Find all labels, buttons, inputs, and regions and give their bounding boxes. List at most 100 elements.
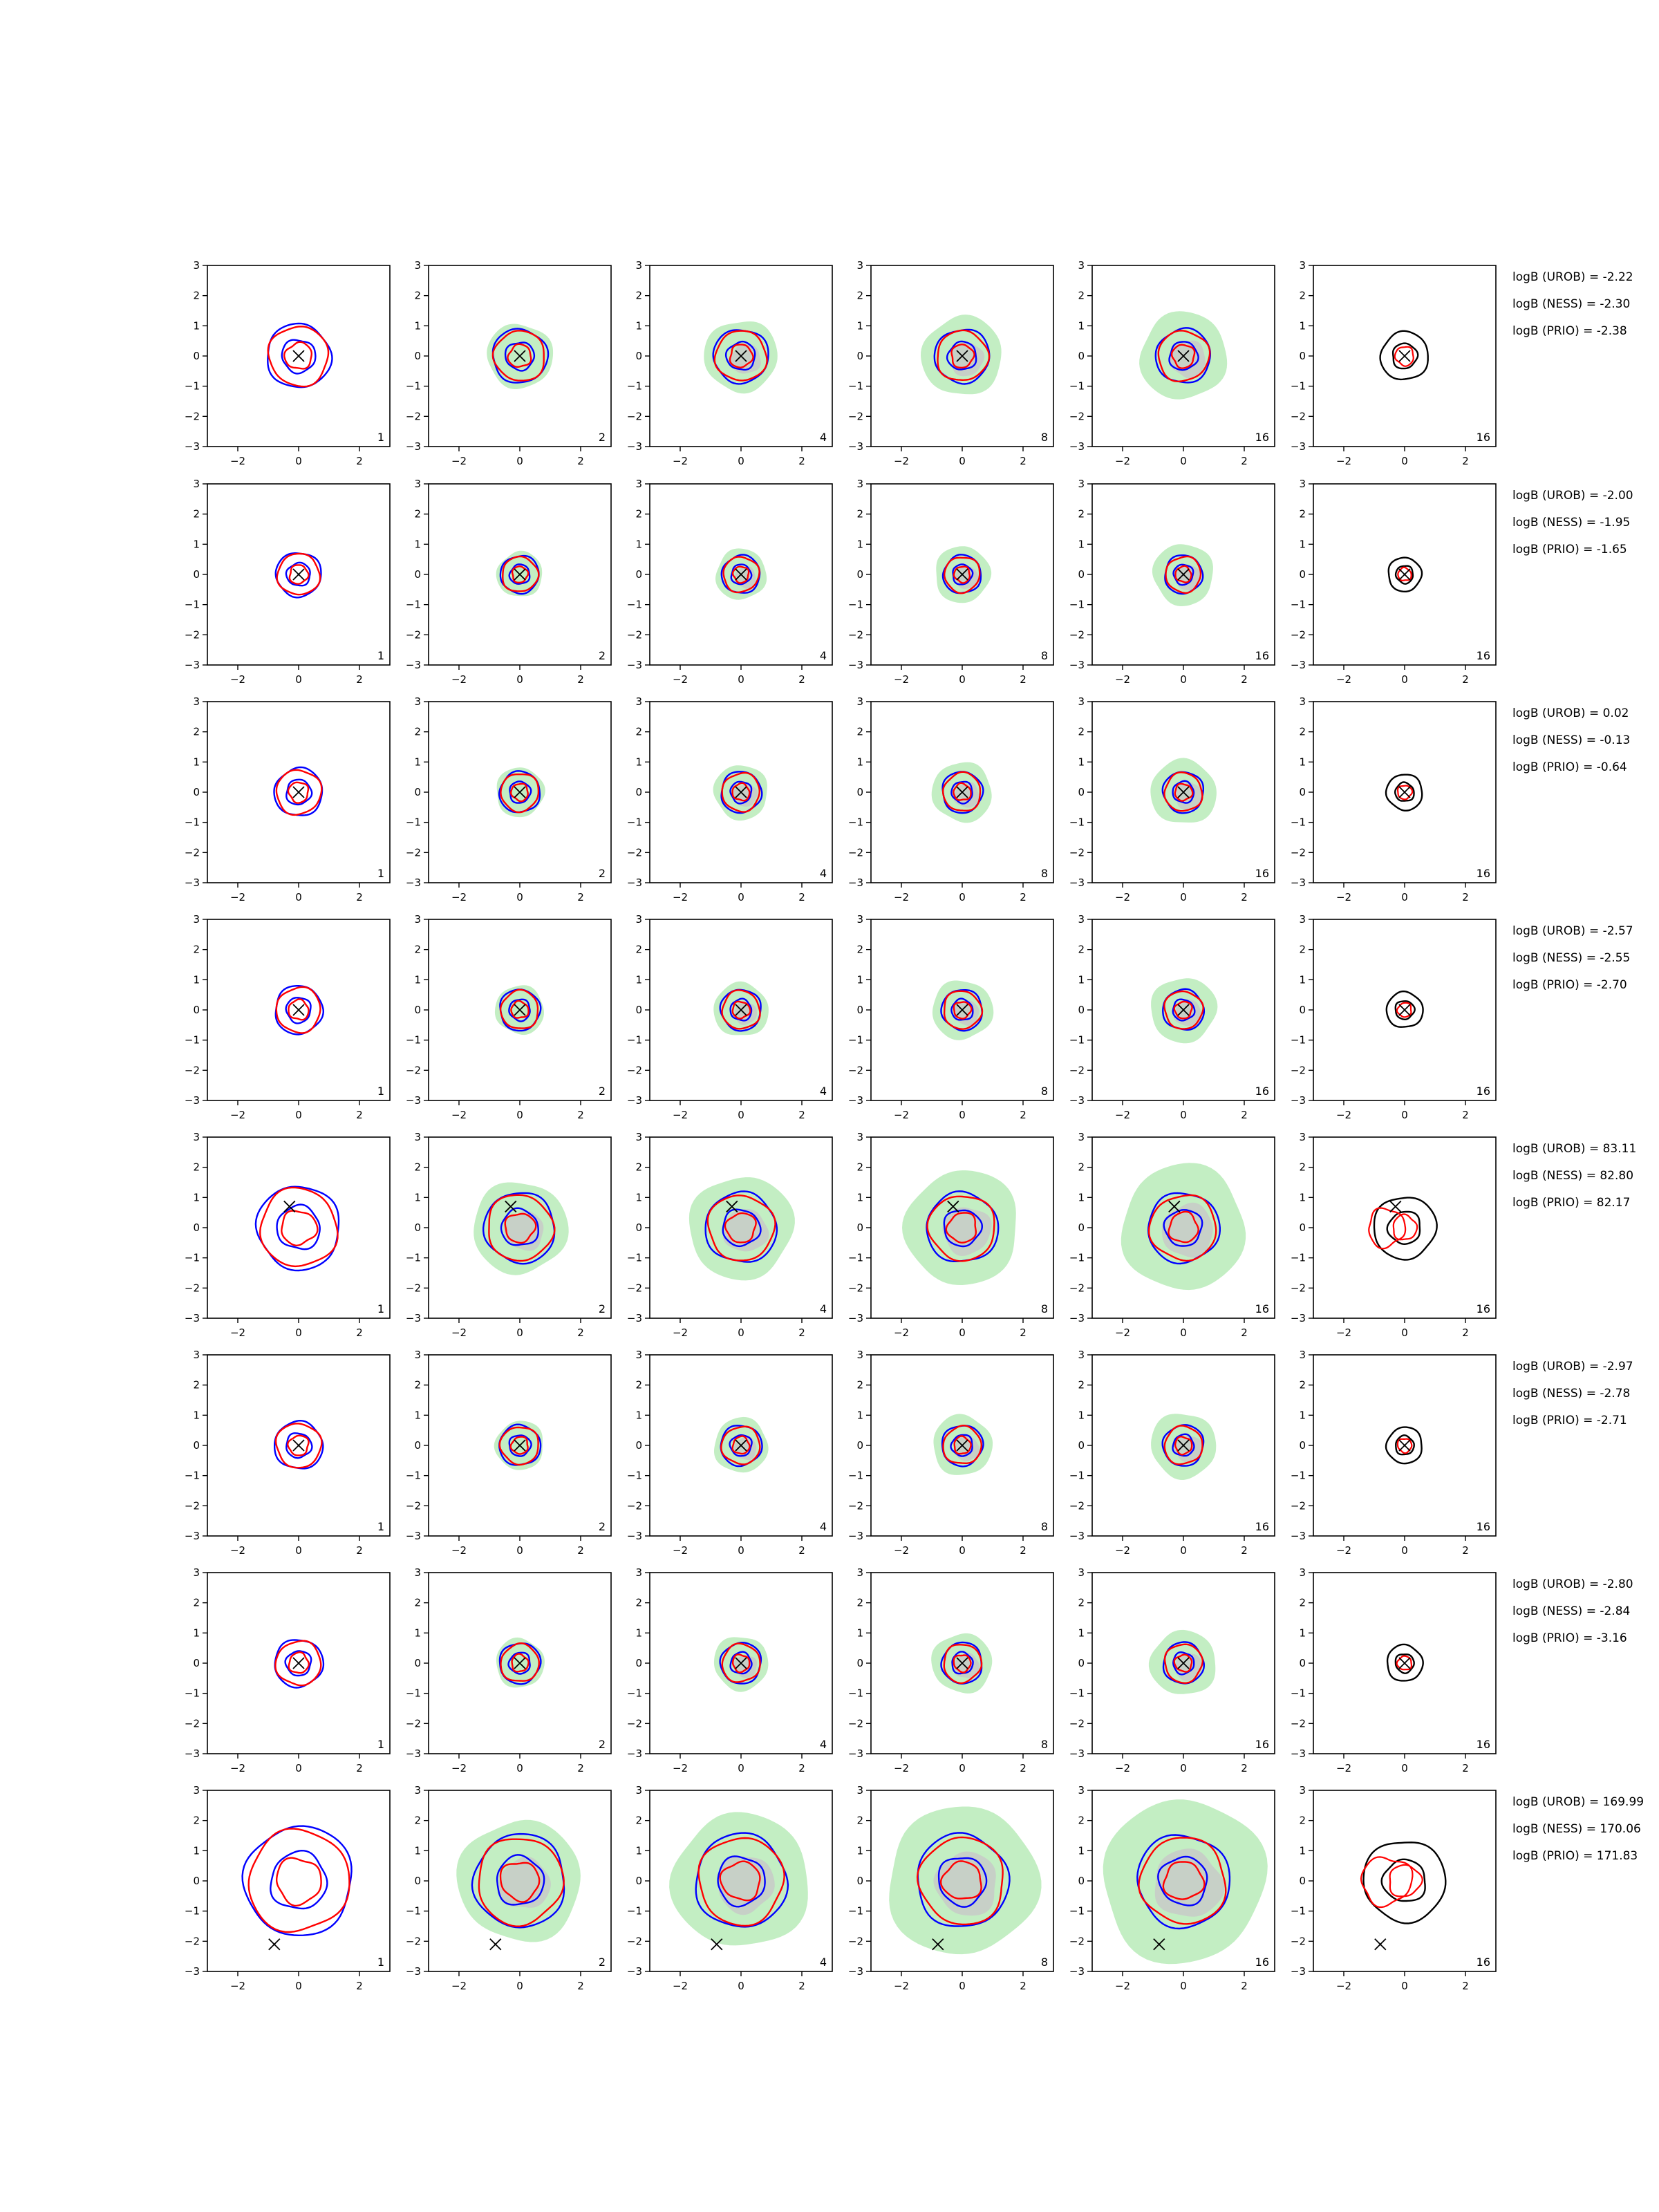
panel-r2-c3: −2 0 2 3 2 1 0 −1 −2 −3 4: [627, 478, 833, 686]
contour-black-outer: [1387, 556, 1423, 592]
panel-r8-c3: −2 0 2 3 2 1 0 −1 −2 −3 4: [627, 1784, 833, 1992]
y-tick-label: 3: [414, 1131, 421, 1143]
panel-contours: [713, 981, 769, 1035]
panel-r1-c3: −2 0 2 3 2 1 0 −1 −2 −3 4: [627, 259, 833, 467]
y-tick-label: −1: [1069, 599, 1085, 611]
y-tick-label: −2: [1291, 1935, 1306, 1947]
y-tick-label: 2: [856, 1379, 863, 1391]
y-tick-label: 2: [1078, 290, 1085, 302]
y-tick-label: 3: [193, 1566, 200, 1579]
panel-contours: [669, 1812, 808, 1946]
y-tick-label: −3: [848, 440, 863, 453]
true-value-marker: [735, 1657, 747, 1669]
panel-contours: [1103, 1799, 1268, 1965]
y-tick-label: 3: [1299, 1131, 1306, 1143]
x-tick-label: −2: [1336, 1544, 1351, 1557]
panel-contours: [474, 1182, 569, 1275]
panel-r2-c4: −2 0 2 3 2 1 0 −1 −2 −3 8: [848, 478, 1054, 686]
x-tick-label: −2: [451, 1980, 467, 1992]
contour-red-inner: [953, 1435, 972, 1455]
contour-red-outer: [499, 988, 539, 1029]
contour-blue-inner: [950, 1434, 973, 1457]
y-tick-label: 2: [1299, 944, 1306, 956]
y-tick-label: −2: [185, 1499, 200, 1512]
prior-fill: [953, 782, 980, 808]
y-tick-label: 1: [414, 1409, 421, 1421]
contour-red-inner: [511, 1653, 529, 1673]
y-tick-label: 1: [635, 538, 642, 550]
panel-r6-c1: −2 0 2 3 2 1 0 −1 −2 −3 1: [185, 1349, 391, 1557]
true-value-marker: [1177, 786, 1190, 798]
y-tick-label: −1: [627, 1687, 642, 1700]
y-tick-label: −1: [406, 380, 421, 393]
panel-r3-c3: −2 0 2 3 2 1 0 −1 −2 −3 4: [627, 695, 833, 903]
y-tick-label: −1: [1069, 1252, 1085, 1264]
contour-blue-inner: [496, 1854, 545, 1906]
y-tick-label: 1: [193, 1191, 200, 1203]
y-tick-label: 3: [1299, 1784, 1306, 1797]
contour-red-inner: [729, 344, 754, 368]
panel-number-label: 16: [1255, 867, 1269, 880]
contour-blue-inner: [1168, 341, 1199, 371]
panel-number-label: 16: [1255, 1520, 1269, 1533]
y-tick-label: −1: [406, 816, 421, 829]
panel-r4-c6: −2 0 2 3 2 1 0 −1 −2 −3 16: [1291, 913, 1497, 1121]
contour-red-outer: [488, 1194, 556, 1262]
y-tick-label: 0: [635, 1439, 642, 1452]
y-tick-label: 3: [856, 913, 863, 926]
contour-red-outer: [706, 1194, 776, 1262]
y-tick-label: −3: [1291, 1965, 1306, 1978]
y-tick-label: −3: [1291, 1312, 1306, 1324]
panel-contours: [274, 1419, 324, 1470]
contour-blue-inner: [508, 1434, 532, 1457]
x-tick-label: −2: [451, 1327, 467, 1339]
contour-red-outer: [697, 1837, 785, 1927]
log-bayes-factor-text: logB (PRIO) = -2.71: [1512, 1414, 1627, 1427]
y-tick-label: −3: [185, 1965, 200, 1978]
true-value-marker: [1177, 1004, 1190, 1016]
x-tick-label: −2: [1336, 1762, 1351, 1774]
contour-blue-inner: [285, 778, 313, 806]
panel-contours: [254, 1185, 340, 1272]
y-tick-label: 2: [856, 290, 863, 302]
y-tick-label: −1: [185, 1687, 200, 1700]
y-tick-label: 3: [193, 913, 200, 926]
log-bayes-factor-text: logB (PRIO) = -2.70: [1512, 978, 1627, 992]
panel-contours: [1368, 1197, 1438, 1261]
contour-red-inner: [510, 1000, 529, 1019]
y-tick-label: 0: [414, 1439, 421, 1452]
x-tick-label: 0: [738, 1762, 744, 1774]
y-tick-label: −3: [1069, 1312, 1085, 1324]
x-tick-label: 2: [1241, 1327, 1248, 1339]
y-tick-label: −3: [627, 1094, 642, 1107]
true-value-marker: [956, 786, 968, 798]
x-tick-label: 2: [1020, 1544, 1027, 1557]
contour-black-outer: [1385, 990, 1424, 1028]
y-tick-label: 3: [635, 1784, 642, 1797]
y-tick-label: 0: [414, 568, 421, 581]
contour-red-outer: [259, 1186, 339, 1268]
contour-red-outer: [275, 769, 323, 816]
x-tick-label: −2: [673, 1762, 688, 1774]
true-value-marker: [956, 568, 968, 581]
y-tick-label: −3: [1291, 1094, 1306, 1107]
y-tick-label: −2: [1069, 1935, 1085, 1947]
panel-r8-c2: −2 0 2 3 2 1 0 −1 −2 −3 2: [406, 1784, 612, 1992]
x-tick-label: −2: [673, 1109, 688, 1121]
y-tick-label: −3: [627, 877, 642, 889]
x-tick-label: −2: [894, 1327, 909, 1339]
contour-red-outer: [937, 329, 991, 382]
y-tick-label: 2: [1299, 1815, 1306, 1827]
y-tick-label: 0: [856, 1439, 863, 1452]
x-tick-label: 0: [516, 673, 523, 686]
contour-blue-outer: [1162, 988, 1206, 1031]
y-tick-label: 0: [635, 350, 642, 362]
contour-red-inner: [939, 1860, 982, 1900]
y-tick-label: −3: [406, 1530, 421, 1542]
contour-black-outer: [1362, 1841, 1447, 1924]
true-value-marker: [1398, 1657, 1411, 1669]
contour-red-inner: [276, 1857, 322, 1907]
y-tick-label: 0: [1299, 1875, 1306, 1887]
contour-red-outer: [1157, 330, 1211, 383]
x-tick-label: 2: [1462, 1327, 1469, 1339]
